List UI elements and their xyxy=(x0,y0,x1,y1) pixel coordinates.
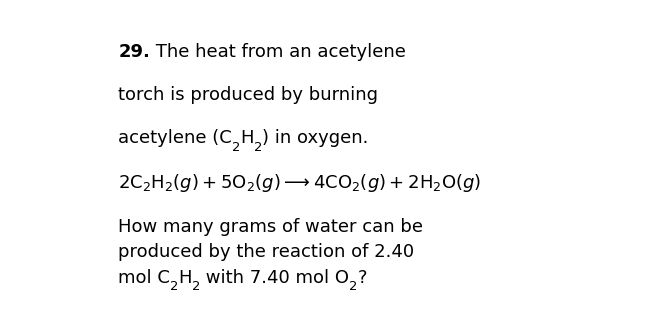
Text: 2: 2 xyxy=(192,280,200,293)
Text: 2: 2 xyxy=(254,141,262,154)
Text: 2: 2 xyxy=(232,141,240,154)
Text: H: H xyxy=(240,129,254,147)
Text: acetylene (C: acetylene (C xyxy=(118,129,232,147)
Text: produced by the reaction of 2.40: produced by the reaction of 2.40 xyxy=(118,243,415,261)
Text: mol C: mol C xyxy=(118,269,170,287)
Text: 2: 2 xyxy=(349,280,357,293)
Text: ?: ? xyxy=(357,269,367,287)
Text: with 7.40 mol O: with 7.40 mol O xyxy=(200,269,349,287)
Text: 29.: 29. xyxy=(118,43,150,61)
Text: $2\mathrm{C_2H_2}(g) + 5\mathrm{O_2}(g) \longrightarrow 4\mathrm{CO_2}(g) + 2\ma: $2\mathrm{C_2H_2}(g) + 5\mathrm{O_2}(g) … xyxy=(118,172,482,194)
Text: torch is produced by burning: torch is produced by burning xyxy=(118,86,378,104)
Text: 2: 2 xyxy=(170,280,178,293)
Text: The heat from an acetylene: The heat from an acetylene xyxy=(150,43,406,61)
Text: How many grams of water can be: How many grams of water can be xyxy=(118,218,423,236)
Text: ) in oxygen.: ) in oxygen. xyxy=(262,129,368,147)
Text: H: H xyxy=(178,269,192,287)
